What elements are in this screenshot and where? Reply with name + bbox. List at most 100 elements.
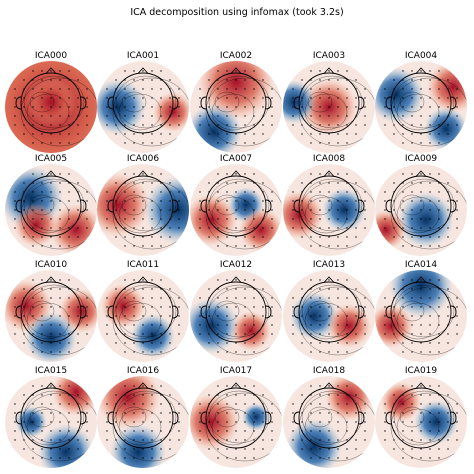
sensor [86,227,88,229]
sensor [429,306,431,308]
sensor [253,70,255,72]
sensor [142,218,144,220]
sensor [142,133,144,135]
sensor [384,200,386,202]
sensor [235,70,237,72]
sensor [301,288,303,290]
head [298,72,360,134]
sensor [253,245,255,247]
sensor [133,315,135,317]
sensor [438,209,440,211]
sensor [253,385,255,387]
sensor [456,421,458,423]
sensor [337,297,339,299]
sensor [14,115,16,117]
sensor [337,421,339,423]
sensor [217,236,219,238]
sensor [411,351,413,353]
sensor [438,245,440,247]
sensor [151,70,153,72]
sensor [447,333,449,335]
sensor [456,88,458,90]
sensor [447,421,449,423]
head [298,281,360,343]
sensor [292,439,294,441]
sensor [364,209,366,211]
sensor [235,315,237,317]
sensor [355,133,357,135]
sensor [429,394,431,396]
sensor [393,200,395,202]
sensor [68,351,70,353]
contour [393,390,455,444]
ear-left [293,96,300,110]
sensor [32,315,34,317]
nose [230,382,242,389]
sensor [346,351,348,353]
sensor [86,439,88,441]
sensor [50,279,52,281]
sensor [438,448,440,450]
sensor [32,88,34,90]
sensor [41,236,43,238]
ear-left [385,411,392,425]
sensor [456,333,458,335]
sensor [253,333,255,335]
sensor [420,191,422,193]
sensor [23,421,25,423]
sensor [402,279,404,281]
sensor [142,333,144,335]
sensor [14,333,16,335]
sensor [447,439,449,441]
sensor [59,200,61,202]
sensor [41,182,43,184]
contour [307,91,333,113]
sensor [244,79,246,81]
sensor [393,236,395,238]
sensor [364,324,366,326]
sensor [50,227,52,229]
sensor [420,324,422,326]
sensor [355,412,357,414]
sensor [244,403,246,405]
sensor [319,97,321,99]
sensor [169,448,171,450]
sensor [50,115,52,117]
sensor [41,297,43,299]
sensor [402,70,404,72]
ear-left [15,411,22,425]
sensor [384,227,386,229]
sensor [429,191,431,193]
sensor [178,106,180,108]
ear-right [265,199,272,213]
ear-left [293,305,300,319]
sensor [68,124,70,126]
sensor [160,448,162,450]
sensor [253,173,255,175]
sensor [393,333,395,335]
sensor [124,412,126,414]
sensor [151,333,153,335]
field-blob [144,176,189,244]
sensor [337,279,339,281]
sensor [438,142,440,144]
sensor [124,306,126,308]
sensor [420,448,422,450]
sensor [271,124,273,126]
contour [301,178,363,232]
sensor [235,333,237,335]
sensor [151,385,153,387]
sensor [271,97,273,99]
sensor [32,306,34,308]
sensor [178,191,180,193]
sensor [178,430,180,432]
head [205,175,267,237]
sensor [420,288,422,290]
sensor [337,315,339,317]
sensor [208,236,210,238]
sensor [244,315,246,317]
component-label: ICA000 [35,51,68,61]
sensor [160,439,162,441]
sensor [169,333,171,335]
sensor [319,209,321,211]
